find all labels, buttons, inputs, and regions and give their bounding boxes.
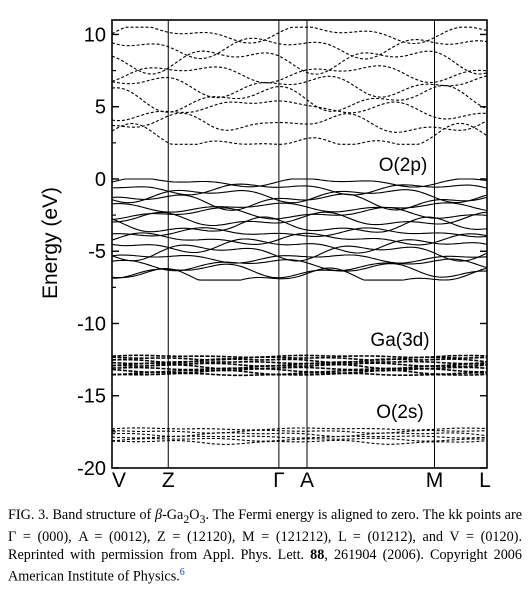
band-line [111,122,488,145]
band-line [111,437,488,442]
figure-caption: FIG. 3. Band structure of β-Ga2O3. The F… [8,507,522,585]
k-point-label: V [112,469,126,490]
k-point-label: Γ [273,469,285,490]
band-line [111,85,488,113]
band-line [111,435,488,439]
band-line [111,100,488,122]
band-line [111,50,488,75]
figure-label: FIG. 3. [8,507,49,523]
band-line [111,258,488,272]
y-axis-label: Energy (eV) [39,187,62,299]
band-line [111,254,488,264]
band-line [111,368,488,373]
band-line [111,267,488,281]
band-line [111,429,488,434]
band-line [112,363,488,370]
band-annotation: Ga(3d) [370,330,429,351]
band-line [111,189,488,204]
y-tick-label: 10 [84,24,106,46]
band-line [111,362,487,367]
y-tick-label: 0 [95,169,106,191]
band-line [112,372,488,377]
band-line [111,211,488,227]
band-line [112,439,488,445]
band-line [111,183,488,196]
y-axis-ticks: 10 5 0 -5 -10 -15 -20 [77,24,487,480]
band-line [111,26,488,45]
band-line [111,366,488,371]
band-annotation: O(2p) [379,155,428,176]
band-line [111,216,488,233]
band-line [111,238,488,254]
k-point-label: Z [162,469,175,490]
band-line [111,37,488,60]
y-tick-label: 5 [95,97,106,119]
band-line [112,369,488,376]
k-point-label: L [479,469,491,490]
band-annotation: O(2s) [376,402,424,423]
y-tick-label: -5 [88,241,106,263]
k-point-label: A [300,469,314,490]
band-line [111,354,488,359]
k-point-label: M [426,469,444,490]
band-line [111,112,488,133]
band-line [111,356,488,361]
y-tick-label: -15 [77,386,106,408]
plot-frame [111,19,488,469]
y-tick-label: -20 [77,458,106,480]
band-line [111,65,488,84]
band-line [111,427,488,431]
band-line [111,193,488,211]
y-tick-label: -10 [77,313,106,335]
band-line [111,232,488,246]
band-line [111,75,488,99]
footnote-ref[interactable]: 6 [179,566,185,578]
band-annotations: O(2p) Ga(3d) O(2s) [370,155,429,423]
band-lines [111,26,488,445]
band-line [111,202,488,213]
band-line [111,227,488,238]
